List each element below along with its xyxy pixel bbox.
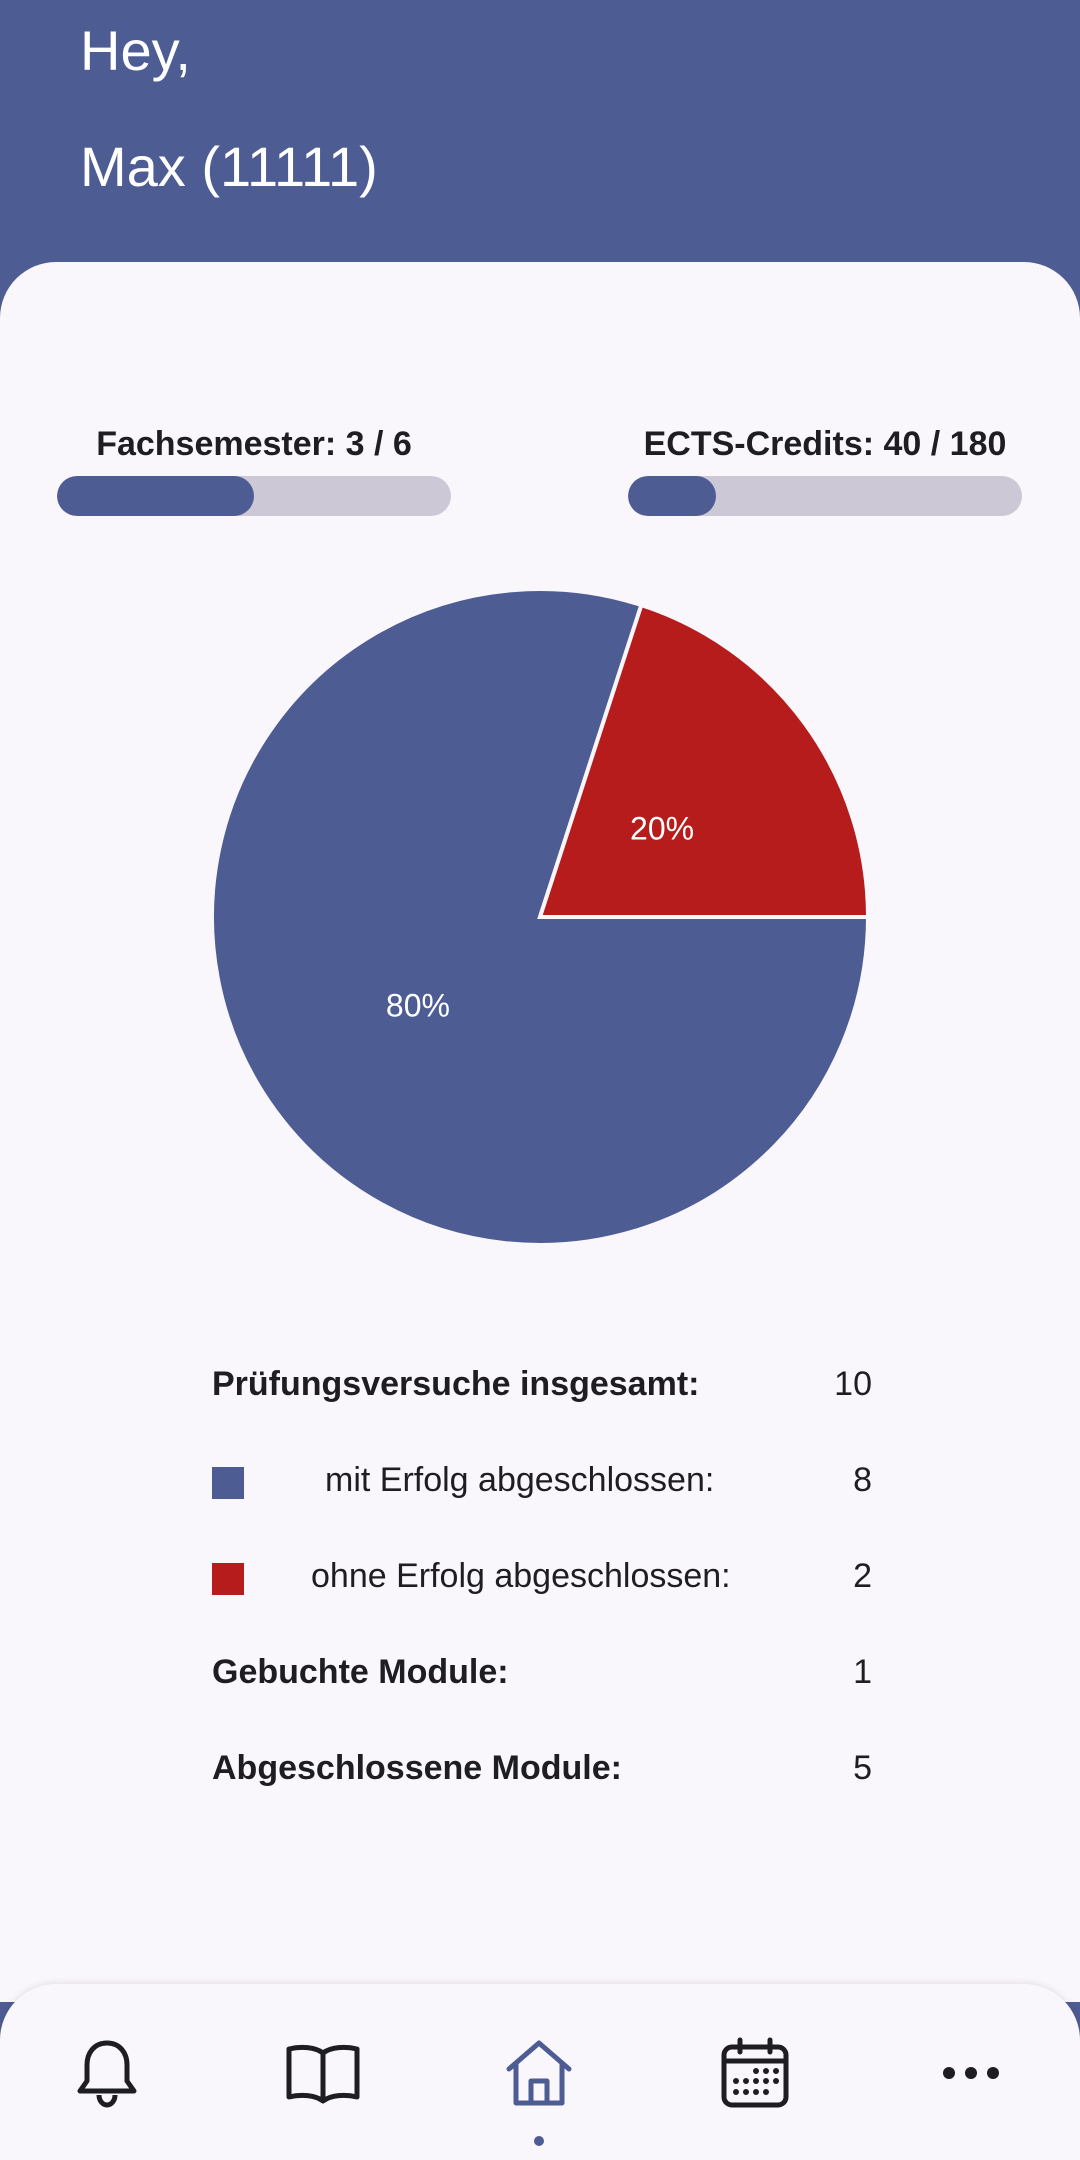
user-name: Max (11111): [80, 135, 378, 198]
book-icon: [286, 2044, 360, 2104]
pie-svg: 80% 20%: [210, 587, 871, 1247]
ects-progress-track: [628, 476, 1022, 516]
calendar-icon: [721, 2037, 789, 2108]
semester-progress-label: Fachsemester: 3 / 6: [96, 425, 412, 463]
semester-progress-fill: [57, 476, 254, 516]
bottom-navigation: [0, 1984, 1080, 2160]
more-icon: [943, 2067, 999, 2079]
pie-label-1: 20%: [630, 810, 694, 846]
nav-calendar[interactable]: [710, 2028, 800, 2118]
stat-fail-label: ohne Erfolg abgeschlossen:: [311, 1557, 731, 1595]
pie-slice-1: [537, 602, 871, 919]
stat-total-value: 10: [834, 1365, 872, 1403]
nav-notifications[interactable]: [62, 2028, 152, 2118]
nav-home[interactable]: [494, 2028, 584, 2118]
stat-total-label: Prüfungsversuche insgesamt:: [212, 1365, 700, 1403]
pie-label-0: 80%: [386, 988, 450, 1024]
dashboard-card: Fachsemester: 3 / 6 ECTS-Credits: 40 / 1…: [0, 262, 1080, 2002]
pie-slice-0: [210, 587, 871, 1247]
nav-more[interactable]: [926, 2028, 1016, 2118]
stat-success: mit Erfolg abgeschlossen: 8: [212, 1441, 872, 1537]
stats-list: Prüfungsversuche insgesamt: 10 mit Erfol…: [212, 1345, 872, 1825]
ects-progress-fill: [628, 476, 716, 516]
stat-fail: ohne Erfolg abgeschlossen: 2: [212, 1537, 872, 1633]
stat-completed-label: Abgeschlossene Module:: [212, 1749, 622, 1787]
stat-completed: Abgeschlossene Module: 5: [212, 1729, 872, 1825]
stat-success-value: 8: [853, 1461, 872, 1499]
nav-modules[interactable]: [278, 2028, 368, 2118]
stat-booked: Gebuchte Module: 1: [212, 1633, 872, 1729]
ects-progress-label: ECTS-Credits: 40 / 180: [643, 425, 1007, 463]
stat-success-label: mit Erfolg abgeschlossen:: [325, 1461, 715, 1499]
header: Hey, Max (11111): [0, 0, 1080, 290]
fail-swatch: [212, 1563, 244, 1595]
bell-icon: [77, 2040, 137, 2108]
success-swatch: [212, 1467, 244, 1499]
semester-progress-track: [57, 476, 451, 516]
home-icon: [506, 2040, 572, 2106]
semester-progress: Fachsemester: 3 / 6: [57, 422, 451, 516]
stat-booked-value: 1: [853, 1653, 872, 1691]
greeting: Hey,: [80, 19, 191, 82]
stat-fail-value: 2: [853, 1557, 872, 1595]
stat-total: Prüfungsversuche insgesamt: 10: [212, 1345, 872, 1441]
ects-progress: ECTS-Credits: 40 / 180: [628, 422, 1022, 516]
stat-booked-label: Gebuchte Module:: [212, 1653, 509, 1691]
exam-pie-chart: 80% 20%: [210, 587, 871, 1247]
stat-completed-value: 5: [853, 1749, 872, 1787]
active-indicator-dot: [534, 2136, 544, 2146]
